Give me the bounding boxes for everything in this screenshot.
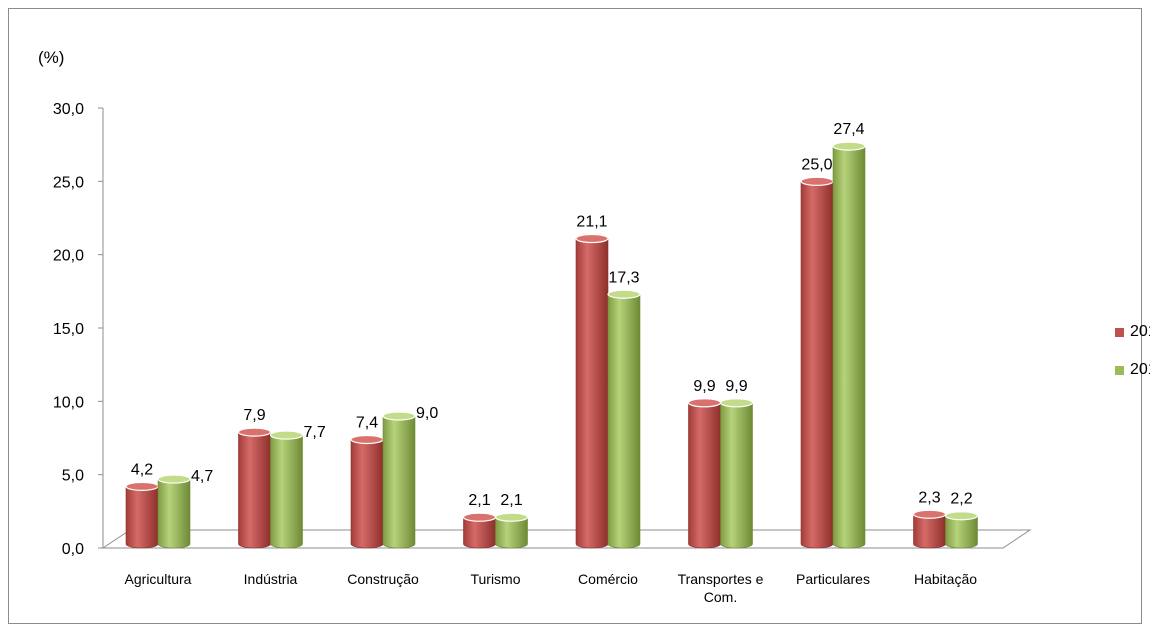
legend-swatch-2012	[1115, 365, 1124, 375]
data-label-2012-7: 2,2	[950, 491, 972, 508]
data-label-2012-4: 17,3	[608, 269, 639, 286]
bar-2012-5	[720, 402, 753, 549]
bar-cap-2011-4	[575, 233, 609, 244]
bar-2011-5	[688, 402, 721, 549]
data-label-2011-6: 25,0	[801, 156, 832, 173]
bar-2012-7	[945, 515, 978, 549]
data-label-2012-2: 9,0	[416, 405, 438, 422]
bar-cap-2012-4	[607, 289, 641, 299]
bar-2012-4	[607, 293, 641, 549]
category-label: Comércio	[578, 571, 638, 587]
bar-cap-2011-1	[237, 427, 272, 437]
bar-cap-2012-3	[494, 512, 529, 522]
data-label-2012-3: 2,1	[500, 492, 522, 509]
bar-2012-3	[495, 516, 528, 549]
data-label-2011-2: 7,4	[356, 414, 378, 431]
legend: 2011 2012	[1115, 320, 1150, 396]
bar-2012-6	[832, 145, 866, 549]
bar-2011-6	[800, 181, 834, 549]
bar-2011-4	[575, 238, 609, 549]
data-label-2011-0: 4,2	[131, 461, 153, 478]
data-label-2012-0: 4,7	[191, 468, 213, 485]
bar-cap-2011-3	[462, 512, 497, 522]
bar-2011-7	[913, 513, 946, 549]
bar-cap-2011-6	[800, 176, 834, 186]
bar-cap-2012-6	[832, 141, 866, 151]
bar-cap-2012-2	[382, 411, 416, 421]
bar-cap-2012-1	[269, 430, 304, 440]
data-label-2011-3: 2,1	[468, 492, 490, 509]
data-label-2011-5: 9,9	[693, 378, 715, 395]
category-label: Turismo	[470, 571, 520, 587]
data-label-2011-4: 21,1	[576, 214, 607, 231]
y-tick-label: 20,0	[53, 248, 84, 265]
data-label-2011-7: 2,3	[918, 489, 940, 506]
bar-2011-0	[125, 486, 159, 549]
y-tick-label: 0,0	[62, 541, 84, 558]
bar-cap-2011-2	[350, 434, 384, 445]
y-tick-label: 10,0	[53, 394, 84, 411]
bar-2011-1	[238, 431, 271, 549]
y-tick-label: 5,0	[62, 468, 84, 485]
y-tick-label: 15,0	[53, 321, 84, 338]
legend-item-2012: 2012	[1115, 358, 1150, 382]
bar-cap-2012-7	[944, 511, 979, 521]
y-tick-label: 25,0	[53, 174, 84, 191]
y-tick-label: 30,0	[53, 101, 84, 118]
data-label-2011-1: 7,9	[243, 407, 265, 424]
bar-2012-1	[270, 434, 303, 549]
y-unit-label: (%)	[38, 48, 65, 67]
category-label: Construção	[347, 571, 419, 587]
category-label: Agricultura	[125, 571, 192, 587]
bar-cap-2012-5	[719, 398, 754, 408]
data-label-2012-1: 7,7	[304, 424, 326, 441]
legend-item-2011: 2011	[1115, 320, 1150, 344]
legend-label-2012: 2012	[1130, 361, 1150, 378]
legend-swatch-2011	[1115, 327, 1124, 337]
bar-2012-2	[382, 415, 416, 549]
category-label: Particulares	[796, 571, 870, 587]
category-label: Transportes e	[678, 571, 764, 587]
category-label: Indústria	[244, 571, 298, 587]
bar-cap-2011-7	[912, 509, 947, 519]
data-label-2012-6: 27,4	[833, 121, 864, 138]
data-label-2012-5: 9,9	[725, 378, 747, 395]
bar-2011-2	[350, 439, 384, 549]
bar-cap-2012-0	[157, 474, 191, 484]
bar-2011-3	[463, 516, 496, 549]
legend-label-2011: 2011	[1130, 323, 1150, 340]
category-label: Com.	[704, 589, 737, 605]
bar-cap-2011-5	[687, 398, 722, 408]
bar-2012-0	[157, 478, 191, 549]
category-label: Habitação	[914, 571, 977, 587]
bar-cap-2011-0	[125, 481, 159, 491]
